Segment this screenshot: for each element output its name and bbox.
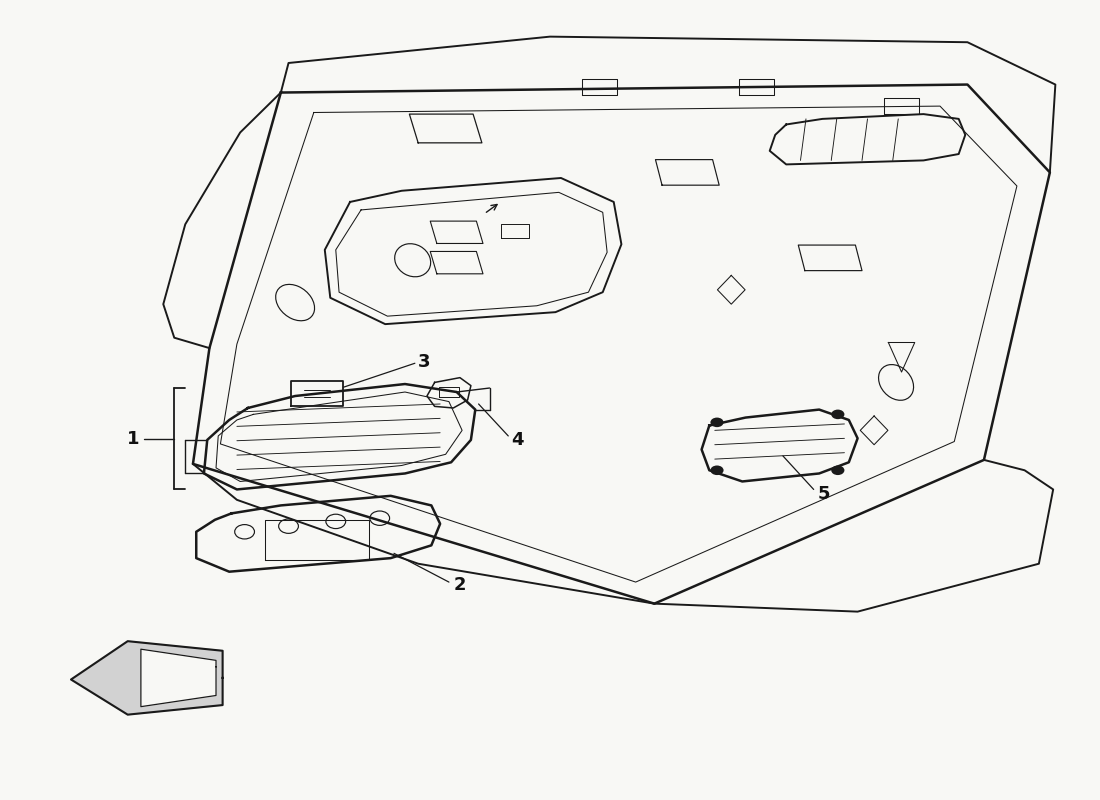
Polygon shape [72,641,222,714]
Circle shape [832,410,845,419]
Text: 4: 4 [512,431,524,449]
Text: 1: 1 [126,430,139,448]
Circle shape [711,418,724,427]
Text: 3: 3 [418,353,431,370]
Polygon shape [141,649,216,706]
Circle shape [711,466,724,475]
Text: 5: 5 [818,486,830,503]
Text: 2: 2 [453,576,465,594]
Circle shape [832,466,845,475]
